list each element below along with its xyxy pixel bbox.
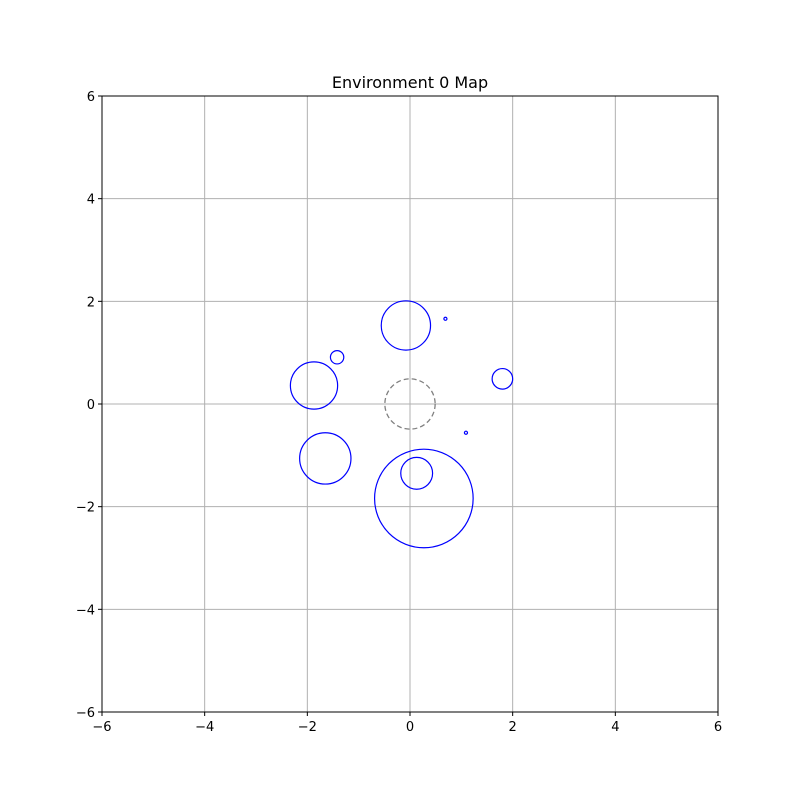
obstacle-circle-0 [380, 300, 432, 351]
y-tick-label: 2 [87, 295, 95, 310]
x-tick-label: −4 [195, 720, 214, 735]
y-tick-label: 6 [87, 90, 95, 105]
y-tick-label: −2 [76, 501, 95, 516]
center-marker-circle [384, 378, 436, 430]
obstacle-circle-5 [463, 430, 469, 435]
x-tick-label: 6 [714, 720, 722, 735]
obstacle-circle-4 [491, 367, 514, 390]
y-tick-label: 0 [87, 398, 95, 413]
x-tick-label: 4 [611, 720, 619, 735]
axis-ticks: −6 −4 −2 0 2 4 6 −6 −4 −2 0 2 4 6 [76, 90, 722, 735]
y-tick-label: 4 [87, 193, 95, 208]
plot-area [289, 300, 514, 549]
chart-title: Environment 0 Map [332, 73, 488, 92]
x-tick-label: −2 [298, 720, 317, 735]
circle-marks [289, 300, 514, 549]
obstacle-circle-7 [400, 456, 434, 490]
x-tick-label: 2 [509, 720, 517, 735]
y-tick-label: −4 [76, 603, 95, 618]
obstacle-circle-1 [443, 316, 448, 321]
obstacle-circle-3 [289, 361, 339, 410]
obstacle-circle-8 [373, 448, 474, 549]
x-tick-label: 0 [406, 720, 414, 735]
y-tick-label: −6 [76, 706, 95, 721]
x-tick-label: −6 [92, 720, 111, 735]
obstacle-circle-2 [329, 350, 345, 365]
obstacle-circle-6 [299, 432, 352, 485]
